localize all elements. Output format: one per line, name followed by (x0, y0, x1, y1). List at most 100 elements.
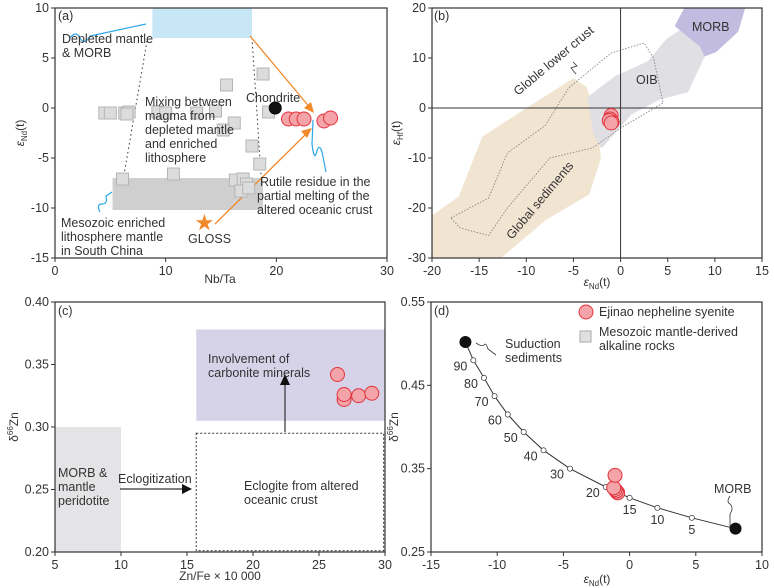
morb-label: MORB (714, 482, 752, 496)
x-tick-label: 0 (626, 558, 633, 572)
data-point-alkaline-rock (120, 107, 134, 121)
annotation: magma from (145, 109, 215, 123)
y-tick-label: -10 (408, 151, 426, 165)
x-tick-label: -15 (470, 264, 488, 278)
y-tick-label: 0.35 (401, 462, 425, 476)
arrowhead (280, 374, 290, 385)
mixing-percent-label: 60 (488, 414, 502, 428)
mixing-tick-marker (491, 393, 498, 400)
oib-label: OIB (636, 73, 658, 87)
y-tick-label: 0.45 (401, 378, 425, 392)
mixing-tick-marker (520, 429, 527, 435)
x-tick-label: 10 (708, 264, 722, 278)
panel-label: (a) (58, 9, 73, 23)
annotation: in South China (61, 244, 143, 258)
annotation: mantle (58, 480, 96, 494)
annotation: carbonite minerals (208, 366, 310, 380)
data-point-alkaline-rock (253, 157, 267, 171)
data-point-alkaline-rock (166, 167, 180, 181)
pointer-enriched (97, 191, 113, 213)
mixing-tick-marker (504, 411, 511, 418)
annotation: sediments (505, 351, 562, 365)
data-point-alkaline-rock (227, 116, 241, 130)
data-point-alkaline-rock (159, 106, 173, 120)
endmember-point (729, 522, 742, 535)
region-morb (675, 8, 746, 56)
x-tick-label: 30 (380, 264, 394, 278)
y-tick-label: 0.20 (25, 545, 49, 559)
annotation: altered oceanic crust (257, 203, 373, 217)
mixing-percent-label: 30 (550, 468, 564, 482)
y-tick-label: 20 (412, 1, 426, 15)
chondrite-label: Chondrite (246, 91, 300, 105)
x-axis-label: Zn/Fe × 10 000 (179, 569, 261, 583)
mixing-tick-marker (654, 504, 661, 511)
region-globle-lower-crust (450, 42, 664, 237)
mixing-percent-label: 10 (650, 513, 664, 527)
panel-b: Globle lower crust OIB MORB Global sedim… (389, 1, 769, 291)
y-tick-label: 0.55 (401, 295, 425, 309)
x-tick-label: 0 (617, 264, 624, 278)
plot-frame (431, 7, 763, 259)
legend-marker-circle (578, 304, 594, 320)
y-tick-label: -15 (31, 251, 49, 265)
x-axis-label: εNd(t) (584, 572, 611, 588)
x-tick-label: 10 (755, 558, 769, 572)
x-tick-label: -10 (488, 558, 506, 572)
x-tick-label: 15 (755, 264, 769, 278)
mixing-tick-marker (567, 465, 573, 472)
morb-label: MORB (692, 20, 730, 34)
plot-frame (430, 301, 763, 553)
legend-marker-square (579, 330, 592, 343)
x-tick-label: 10 (159, 264, 173, 278)
y-tick-label: 0.25 (25, 483, 49, 497)
pointer-sediments (475, 342, 497, 356)
x-tick-label: -10 (517, 264, 535, 278)
x-tick-label: 5 (692, 558, 699, 572)
mixing-tick-marker (470, 357, 477, 364)
annotation: depleted mantle (145, 123, 234, 137)
x-axis-label: εNd(t) (584, 275, 611, 291)
annotation: Suduction (505, 337, 561, 351)
region-morb (55, 427, 121, 552)
mixing-percent-label: 40 (524, 449, 538, 463)
annotation: Rutile residue in the (260, 175, 371, 189)
panel-label: (d) (434, 304, 449, 318)
annotation: partial melting of the (257, 189, 370, 203)
data-point-alkaline-rock (216, 123, 230, 137)
annotation: Depleted mantle (62, 32, 153, 46)
y-tick-label: -20 (408, 201, 426, 215)
y-tick-label: 10 (412, 51, 426, 65)
y-axis-label: εHf(t) (389, 121, 405, 146)
x-tick-label: 5 (52, 558, 59, 572)
y-tick-label: 0 (419, 101, 426, 115)
data-point-alkaline-rock (190, 106, 204, 120)
annotation: Eclogite from altered (244, 479, 359, 493)
x-tick-label: -20 (423, 264, 441, 278)
y-axis-label: δ66Zn (6, 412, 21, 442)
x-tick-label: 0 (52, 264, 59, 278)
mixing-tick-marker (540, 447, 547, 454)
data-point-syenite (351, 388, 367, 404)
point-chondrite (268, 101, 282, 115)
data-point-syenite (606, 480, 622, 496)
mixing-tick-marker (481, 374, 487, 381)
plot-frame (54, 7, 388, 259)
data-point-syenite (607, 467, 623, 483)
x-tick-label: -5 (558, 558, 569, 572)
y-tick-label: -30 (408, 251, 426, 265)
annotation: Mixing between (145, 95, 232, 109)
y-tick-label: 0.40 (25, 295, 49, 309)
mixing-percent-label: 5 (688, 523, 695, 537)
x-tick-label: 25 (312, 558, 326, 572)
annotation: & MORB (62, 46, 111, 60)
data-point-syenite (323, 110, 339, 126)
legend-label: alkaline rocks (599, 339, 675, 353)
mixing-percent-label: 90 (453, 359, 467, 373)
mixing-percent-label: 70 (475, 395, 489, 409)
mixing-percent-label: 50 (504, 431, 518, 445)
x-tick-label: 10 (114, 558, 128, 572)
arrowhead (182, 484, 192, 494)
